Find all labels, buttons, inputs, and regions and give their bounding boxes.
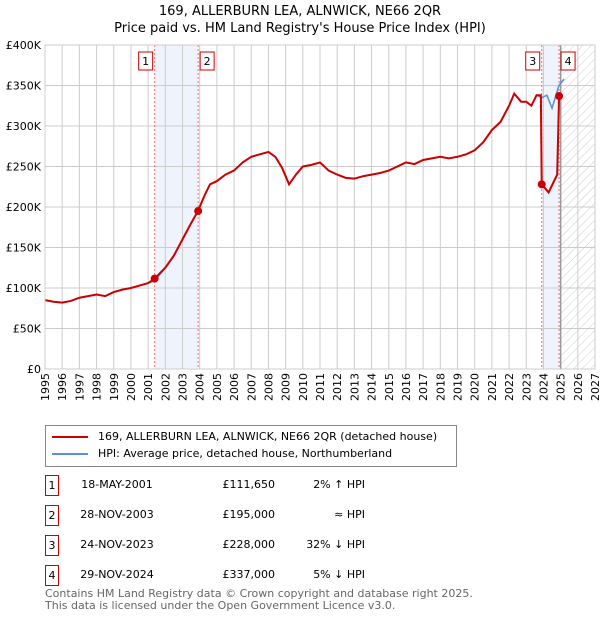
x-tick-label: 2005 [211, 373, 224, 401]
x-tick-label: 2015 [383, 373, 396, 401]
footer-line: Contains HM Land Registry data © Crown c… [45, 587, 473, 600]
x-tick-label: 2018 [434, 373, 447, 401]
x-tick-label: 2006 [228, 373, 241, 401]
x-tick-label: 2003 [177, 373, 190, 401]
sale-label: 1 [142, 55, 149, 68]
x-tick-label: 2010 [297, 373, 310, 401]
x-tick-label: 2025 [555, 373, 568, 401]
x-tick-label: 2023 [520, 373, 533, 401]
x-tick-label: 2008 [262, 373, 275, 401]
legend-label-hpi: HPI: Average price, detached house, Nort… [98, 447, 393, 460]
sale-label-box [138, 51, 154, 71]
x-tick-label: 1995 [39, 373, 52, 401]
y-tick-label: £300K [6, 120, 42, 133]
legend-red-line [52, 435, 88, 438]
x-tick-label: 1997 [73, 373, 86, 401]
property-price-line [44, 91, 561, 304]
y-tick-label: £50K [13, 323, 42, 336]
x-tick-label: 2022 [503, 373, 516, 401]
x-tick-label: 2026 [572, 373, 585, 401]
x-tick-label: 2016 [400, 373, 413, 401]
sale-label: 2 [204, 55, 211, 68]
sale-point [150, 274, 159, 283]
x-tick-label: 2002 [159, 373, 172, 401]
sale-number-badge: 3 [45, 535, 59, 556]
hpi-line [44, 78, 565, 304]
x-tick-label: 2001 [142, 373, 155, 401]
sale-point [555, 92, 564, 101]
x-tick-label: 1998 [91, 373, 104, 401]
sale-row: 2 28-NOV-2003 £195,000 ≈ HPI [45, 505, 445, 526]
x-tick-label: 1996 [56, 373, 69, 401]
y-tick-label: £250K [6, 161, 42, 174]
sale-price: £195,000 [222, 508, 276, 521]
y-tick-label: £400K [6, 39, 42, 52]
footer-line: This data is licensed under the Open Gov… [45, 599, 396, 612]
legend-label-property: 169, ALLERBURN LEA, ALNWICK, NE66 2QR (d… [98, 430, 438, 443]
x-tick-label: 2014 [366, 373, 379, 401]
sale-hpi-diff: 2% ↑ HPI [313, 478, 365, 491]
sale-point [194, 207, 203, 216]
sale-label-box [560, 51, 576, 71]
sale-number-badge: 4 [45, 565, 59, 586]
sale-hpi-diff: 32% ↓ HPI [306, 538, 365, 551]
x-tick-label: 2000 [125, 373, 138, 401]
chart-subtitle: Price paid vs. HM Land Registry's House … [114, 21, 486, 36]
y-tick-label: £150K [6, 242, 42, 255]
sale-number-badge: 1 [45, 475, 59, 496]
sale-date: 18-MAY-2001 [81, 478, 153, 491]
sale-price: £228,000 [222, 538, 276, 551]
x-tick-label: 2013 [348, 373, 361, 401]
x-tick-label: 2020 [469, 373, 482, 401]
sale-row: 1 18-MAY-2001 £111,650 2% ↑ HPI [45, 475, 445, 496]
x-tick-label: 2021 [486, 373, 499, 401]
y-tick-label: £200K [6, 201, 42, 214]
x-tick-label: 1999 [108, 373, 121, 401]
sale-hpi-diff: 5% ↓ HPI [313, 568, 365, 581]
x-tick-label: 2009 [280, 373, 293, 401]
y-tick-label: £350K [6, 80, 42, 93]
sale-row: 4 29-NOV-2024 £337,000 5% ↓ HPI [45, 565, 445, 586]
sale-date: 24-NOV-2023 [80, 538, 154, 551]
sale-price: £111,650 [222, 478, 276, 491]
sale-row: 3 24-NOV-2023 £228,000 32% ↓ HPI [45, 535, 445, 556]
y-tick-label: £0 [27, 363, 41, 376]
sale-label: 4 [565, 55, 572, 68]
sale-label: 3 [529, 55, 536, 68]
plot-frame [44, 44, 596, 370]
x-tick-label: 2004 [194, 373, 207, 401]
x-tick-label: 2024 [537, 373, 550, 401]
x-tick-label: 2011 [314, 373, 327, 401]
sale-label-box [525, 51, 541, 71]
sale-number-badge: 2 [45, 505, 59, 526]
y-tick-label: £100K [6, 282, 42, 295]
price-chart: 1995 1996 1997 1998 1999 2000 2001 2002 2003 2004… [6, 39, 600, 401]
x-tick-label: 2012 [331, 373, 344, 401]
sale-point [537, 180, 546, 189]
x-tick-label: 2017 [417, 373, 430, 401]
x-tick-label: 2019 [452, 373, 465, 401]
legend-blue-line [52, 452, 88, 455]
legend: 169, ALLERBURN LEA, ALNWICK, NE66 2QR (d… [45, 425, 457, 467]
sale-date: 29-NOV-2024 [80, 568, 154, 581]
sale-date: 28-NOV-2003 [80, 508, 154, 521]
footer: Contains HM Land Registry data © Crown c… [45, 588, 473, 612]
x-tick-label: 2027 [589, 373, 600, 401]
sale-hpi-diff: ≈ HPI [334, 508, 365, 521]
sale-label-box [199, 51, 215, 71]
chart-title: 169, ALLERBURN LEA, ALNWICK, NE66 2QR [158, 4, 442, 19]
sale-price: £337,000 [222, 568, 276, 581]
x-tick-label: 2007 [245, 373, 258, 401]
